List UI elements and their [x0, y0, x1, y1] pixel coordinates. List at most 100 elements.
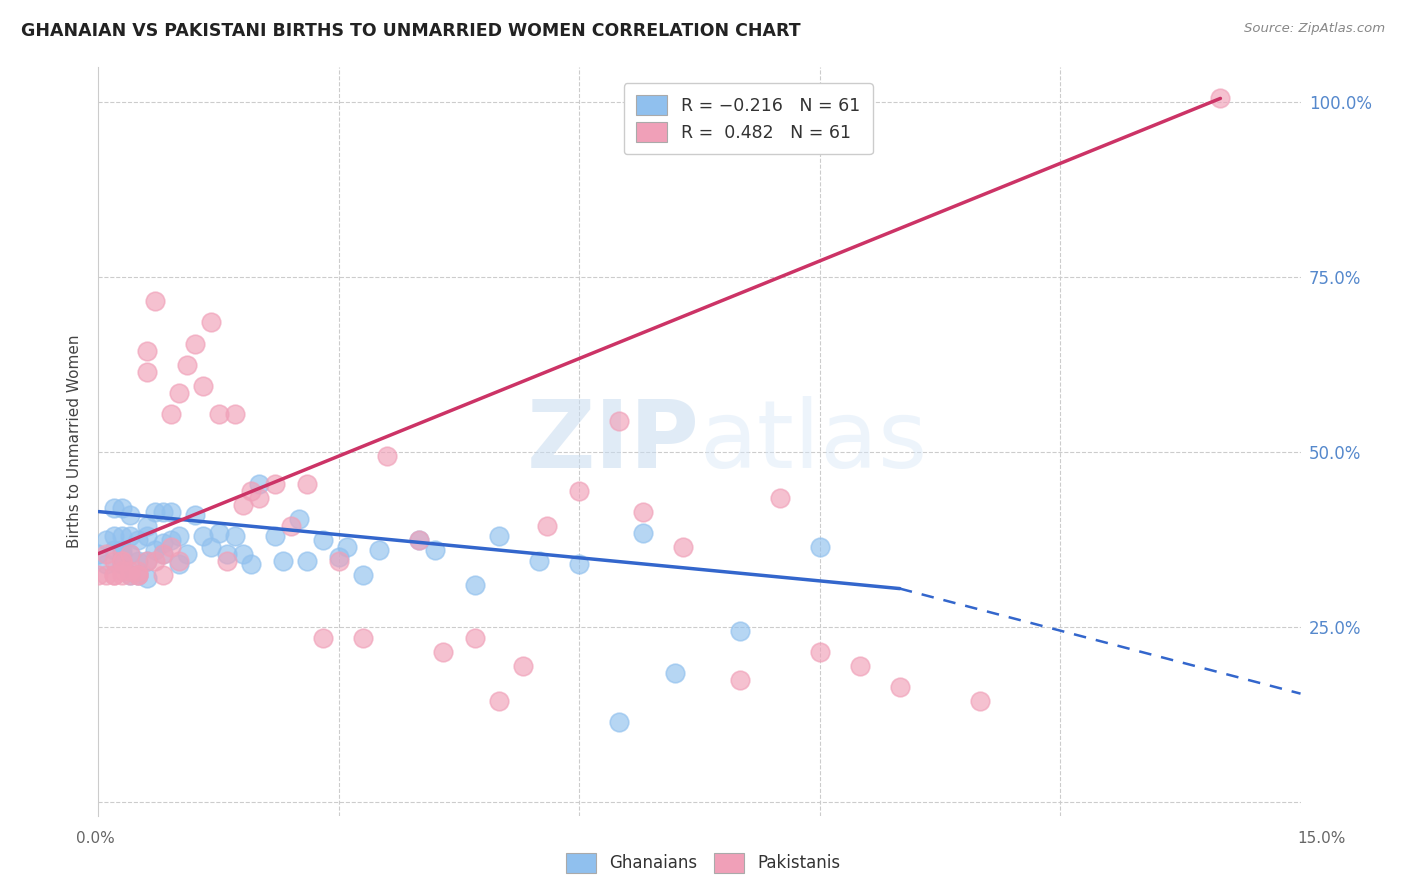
Point — [969, 693, 991, 707]
Point — [224, 529, 246, 543]
Point — [263, 529, 285, 543]
Legend: R = −0.216   N = 61, R =  0.482   N = 61: R = −0.216 N = 61, R = 0.482 N = 61 — [624, 83, 873, 154]
Point — [328, 553, 350, 567]
Point — [111, 501, 134, 516]
Point — [568, 483, 591, 498]
Point — [808, 540, 831, 554]
Point — [143, 505, 166, 519]
Point — [808, 645, 831, 659]
Point — [135, 518, 157, 533]
Point — [609, 413, 631, 427]
Point — [111, 564, 134, 578]
Point — [120, 529, 142, 543]
Point — [536, 518, 558, 533]
Point — [120, 547, 142, 561]
Point — [96, 567, 118, 582]
Point — [239, 557, 262, 571]
Point — [488, 529, 510, 543]
Point — [111, 553, 134, 567]
Point — [152, 505, 174, 519]
Point — [247, 491, 270, 505]
Point — [529, 553, 551, 567]
Point — [664, 665, 686, 680]
Text: ZIP: ZIP — [527, 395, 699, 488]
Point — [120, 567, 142, 582]
Point — [167, 557, 190, 571]
Text: 15.0%: 15.0% — [1298, 831, 1346, 846]
Point — [768, 491, 790, 505]
Point — [464, 631, 486, 645]
Point — [120, 567, 142, 582]
Point — [312, 631, 335, 645]
Point — [176, 358, 198, 372]
Point — [152, 547, 174, 561]
Point — [135, 571, 157, 585]
Point — [609, 714, 631, 729]
Point — [96, 547, 118, 561]
Point — [200, 540, 222, 554]
Point — [232, 498, 254, 512]
Point — [352, 631, 374, 645]
Point — [568, 557, 591, 571]
Point — [103, 501, 125, 516]
Point — [128, 533, 150, 547]
Point — [512, 658, 534, 673]
Point — [87, 547, 110, 561]
Point — [159, 505, 181, 519]
Y-axis label: Births to Unmarried Women: Births to Unmarried Women — [67, 334, 83, 549]
Point — [111, 529, 134, 543]
Point — [135, 364, 157, 378]
Text: GHANAIAN VS PAKISTANI BIRTHS TO UNMARRIED WOMEN CORRELATION CHART: GHANAIAN VS PAKISTANI BIRTHS TO UNMARRIE… — [21, 22, 800, 40]
Point — [232, 547, 254, 561]
Point — [143, 543, 166, 558]
Point — [103, 553, 125, 567]
Point — [167, 529, 190, 543]
Point — [423, 543, 446, 558]
Point — [111, 553, 134, 567]
Point — [128, 567, 150, 582]
Point — [183, 336, 205, 351]
Point — [239, 483, 262, 498]
Point — [247, 476, 270, 491]
Point — [849, 658, 872, 673]
Text: Source: ZipAtlas.com: Source: ZipAtlas.com — [1244, 22, 1385, 36]
Point — [120, 564, 142, 578]
Point — [143, 294, 166, 309]
Point — [368, 543, 391, 558]
Point — [152, 567, 174, 582]
Point — [167, 385, 190, 400]
Point — [295, 476, 318, 491]
Point — [408, 533, 430, 547]
Point — [135, 529, 157, 543]
Point — [633, 525, 655, 540]
Point — [633, 505, 655, 519]
Point — [152, 536, 174, 550]
Point — [159, 533, 181, 547]
Point — [215, 553, 238, 567]
Point — [159, 407, 181, 421]
Point — [271, 553, 294, 567]
Point — [128, 564, 150, 578]
Point — [263, 476, 285, 491]
Point — [288, 511, 311, 525]
Point — [889, 680, 911, 694]
Point — [176, 547, 198, 561]
Point — [111, 547, 134, 561]
Point — [111, 567, 134, 582]
Point — [280, 518, 302, 533]
Point — [120, 508, 142, 522]
Point — [103, 529, 125, 543]
Point — [135, 343, 157, 358]
Point — [224, 407, 246, 421]
Point — [96, 557, 118, 571]
Point — [159, 540, 181, 554]
Point — [103, 567, 125, 582]
Point — [128, 553, 150, 567]
Point — [728, 673, 751, 687]
Point — [191, 378, 214, 392]
Point — [375, 449, 398, 463]
Point — [672, 540, 695, 554]
Point — [336, 540, 359, 554]
Point — [135, 553, 157, 567]
Point — [103, 567, 125, 582]
